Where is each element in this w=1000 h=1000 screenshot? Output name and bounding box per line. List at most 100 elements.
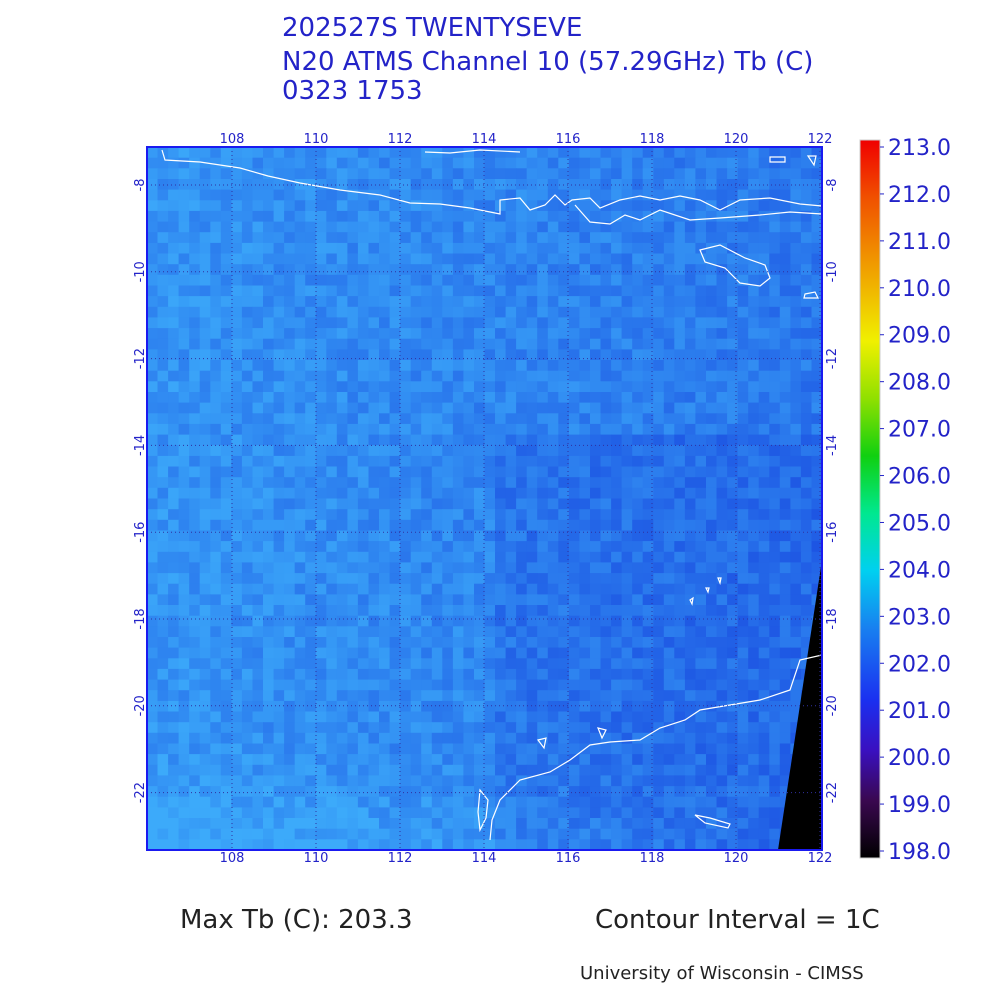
pixel bbox=[748, 828, 760, 840]
pixel bbox=[526, 179, 538, 191]
pixel bbox=[674, 445, 686, 457]
pixel bbox=[157, 775, 169, 787]
pixel bbox=[389, 360, 401, 372]
pixel bbox=[336, 509, 348, 521]
pixel bbox=[653, 264, 665, 276]
pixel bbox=[241, 519, 253, 532]
pixel bbox=[495, 179, 507, 191]
pixel bbox=[505, 200, 517, 212]
pixel bbox=[305, 551, 317, 564]
pixel bbox=[748, 796, 760, 808]
pixel bbox=[263, 594, 275, 606]
pixel bbox=[157, 764, 169, 777]
pixel bbox=[357, 573, 369, 585]
pixel bbox=[495, 818, 507, 830]
pixel bbox=[495, 306, 507, 319]
pixel bbox=[579, 605, 591, 617]
pixel bbox=[653, 445, 665, 457]
pixel bbox=[526, 434, 538, 446]
pixel bbox=[189, 828, 201, 840]
pixel bbox=[758, 179, 770, 191]
pixel bbox=[632, 711, 644, 723]
pixel bbox=[400, 732, 412, 745]
pixel bbox=[727, 168, 739, 180]
pixel bbox=[674, 338, 686, 350]
pixel bbox=[241, 573, 253, 585]
pixel bbox=[484, 402, 496, 414]
pixel bbox=[526, 818, 538, 830]
pixel bbox=[727, 402, 739, 414]
pixel bbox=[611, 466, 623, 478]
pixel bbox=[642, 786, 654, 798]
pixel bbox=[537, 360, 549, 372]
pixel bbox=[379, 200, 391, 212]
pixel bbox=[474, 455, 486, 468]
pixel bbox=[410, 147, 422, 159]
pixel bbox=[590, 455, 602, 468]
pixel bbox=[210, 434, 222, 446]
pixel bbox=[294, 786, 306, 798]
pixel bbox=[590, 232, 602, 244]
pixel bbox=[642, 392, 654, 404]
pixel bbox=[484, 594, 496, 606]
pixel bbox=[653, 168, 665, 180]
pixel bbox=[452, 498, 464, 510]
pixel bbox=[769, 541, 781, 553]
pixel bbox=[547, 487, 559, 500]
pixel bbox=[284, 274, 296, 287]
contour-label: Contour Interval = 1C bbox=[595, 905, 880, 935]
pixel bbox=[400, 264, 412, 276]
pixel bbox=[684, 306, 696, 319]
pixel bbox=[178, 754, 190, 766]
pixel bbox=[737, 743, 749, 755]
pixel bbox=[199, 477, 211, 489]
pixel bbox=[706, 455, 718, 468]
pixel bbox=[537, 147, 549, 159]
pixel bbox=[210, 147, 222, 159]
pixel bbox=[442, 200, 454, 212]
pixel bbox=[263, 455, 275, 468]
pixel bbox=[326, 306, 338, 319]
pixel bbox=[758, 338, 770, 350]
pixel bbox=[178, 349, 190, 361]
pixel bbox=[737, 455, 749, 468]
pixel bbox=[326, 839, 338, 851]
pixel bbox=[516, 392, 528, 404]
pixel bbox=[305, 690, 317, 702]
pixel bbox=[452, 583, 464, 595]
pixel bbox=[389, 786, 401, 798]
pixel bbox=[379, 455, 391, 468]
pixel bbox=[568, 392, 580, 404]
pixel bbox=[273, 306, 285, 319]
pixel bbox=[326, 754, 338, 766]
pixel bbox=[621, 392, 633, 404]
pixel bbox=[537, 274, 549, 287]
pixel bbox=[315, 200, 327, 212]
pixel bbox=[537, 647, 549, 659]
pixel bbox=[537, 711, 549, 723]
pixel bbox=[516, 466, 528, 478]
pixel bbox=[452, 392, 464, 404]
pixel bbox=[284, 530, 296, 542]
pixel bbox=[505, 402, 517, 414]
pixel bbox=[600, 637, 612, 649]
pixel bbox=[642, 764, 654, 777]
pixel bbox=[727, 562, 739, 574]
pixel bbox=[537, 690, 549, 702]
pixel bbox=[706, 690, 718, 702]
pixel bbox=[452, 807, 464, 819]
pixel bbox=[421, 360, 433, 372]
pixel bbox=[621, 423, 633, 436]
pixel bbox=[590, 647, 602, 659]
pixel bbox=[294, 338, 306, 350]
pixel bbox=[632, 637, 644, 649]
pixel bbox=[442, 743, 454, 755]
pixel bbox=[484, 786, 496, 798]
pixel bbox=[263, 562, 275, 574]
colorbar-label: 200.0 bbox=[888, 746, 951, 771]
pixel bbox=[189, 392, 201, 404]
pixel bbox=[379, 477, 391, 489]
pixel bbox=[210, 615, 222, 627]
pixel bbox=[326, 509, 338, 521]
pixel bbox=[231, 392, 243, 404]
